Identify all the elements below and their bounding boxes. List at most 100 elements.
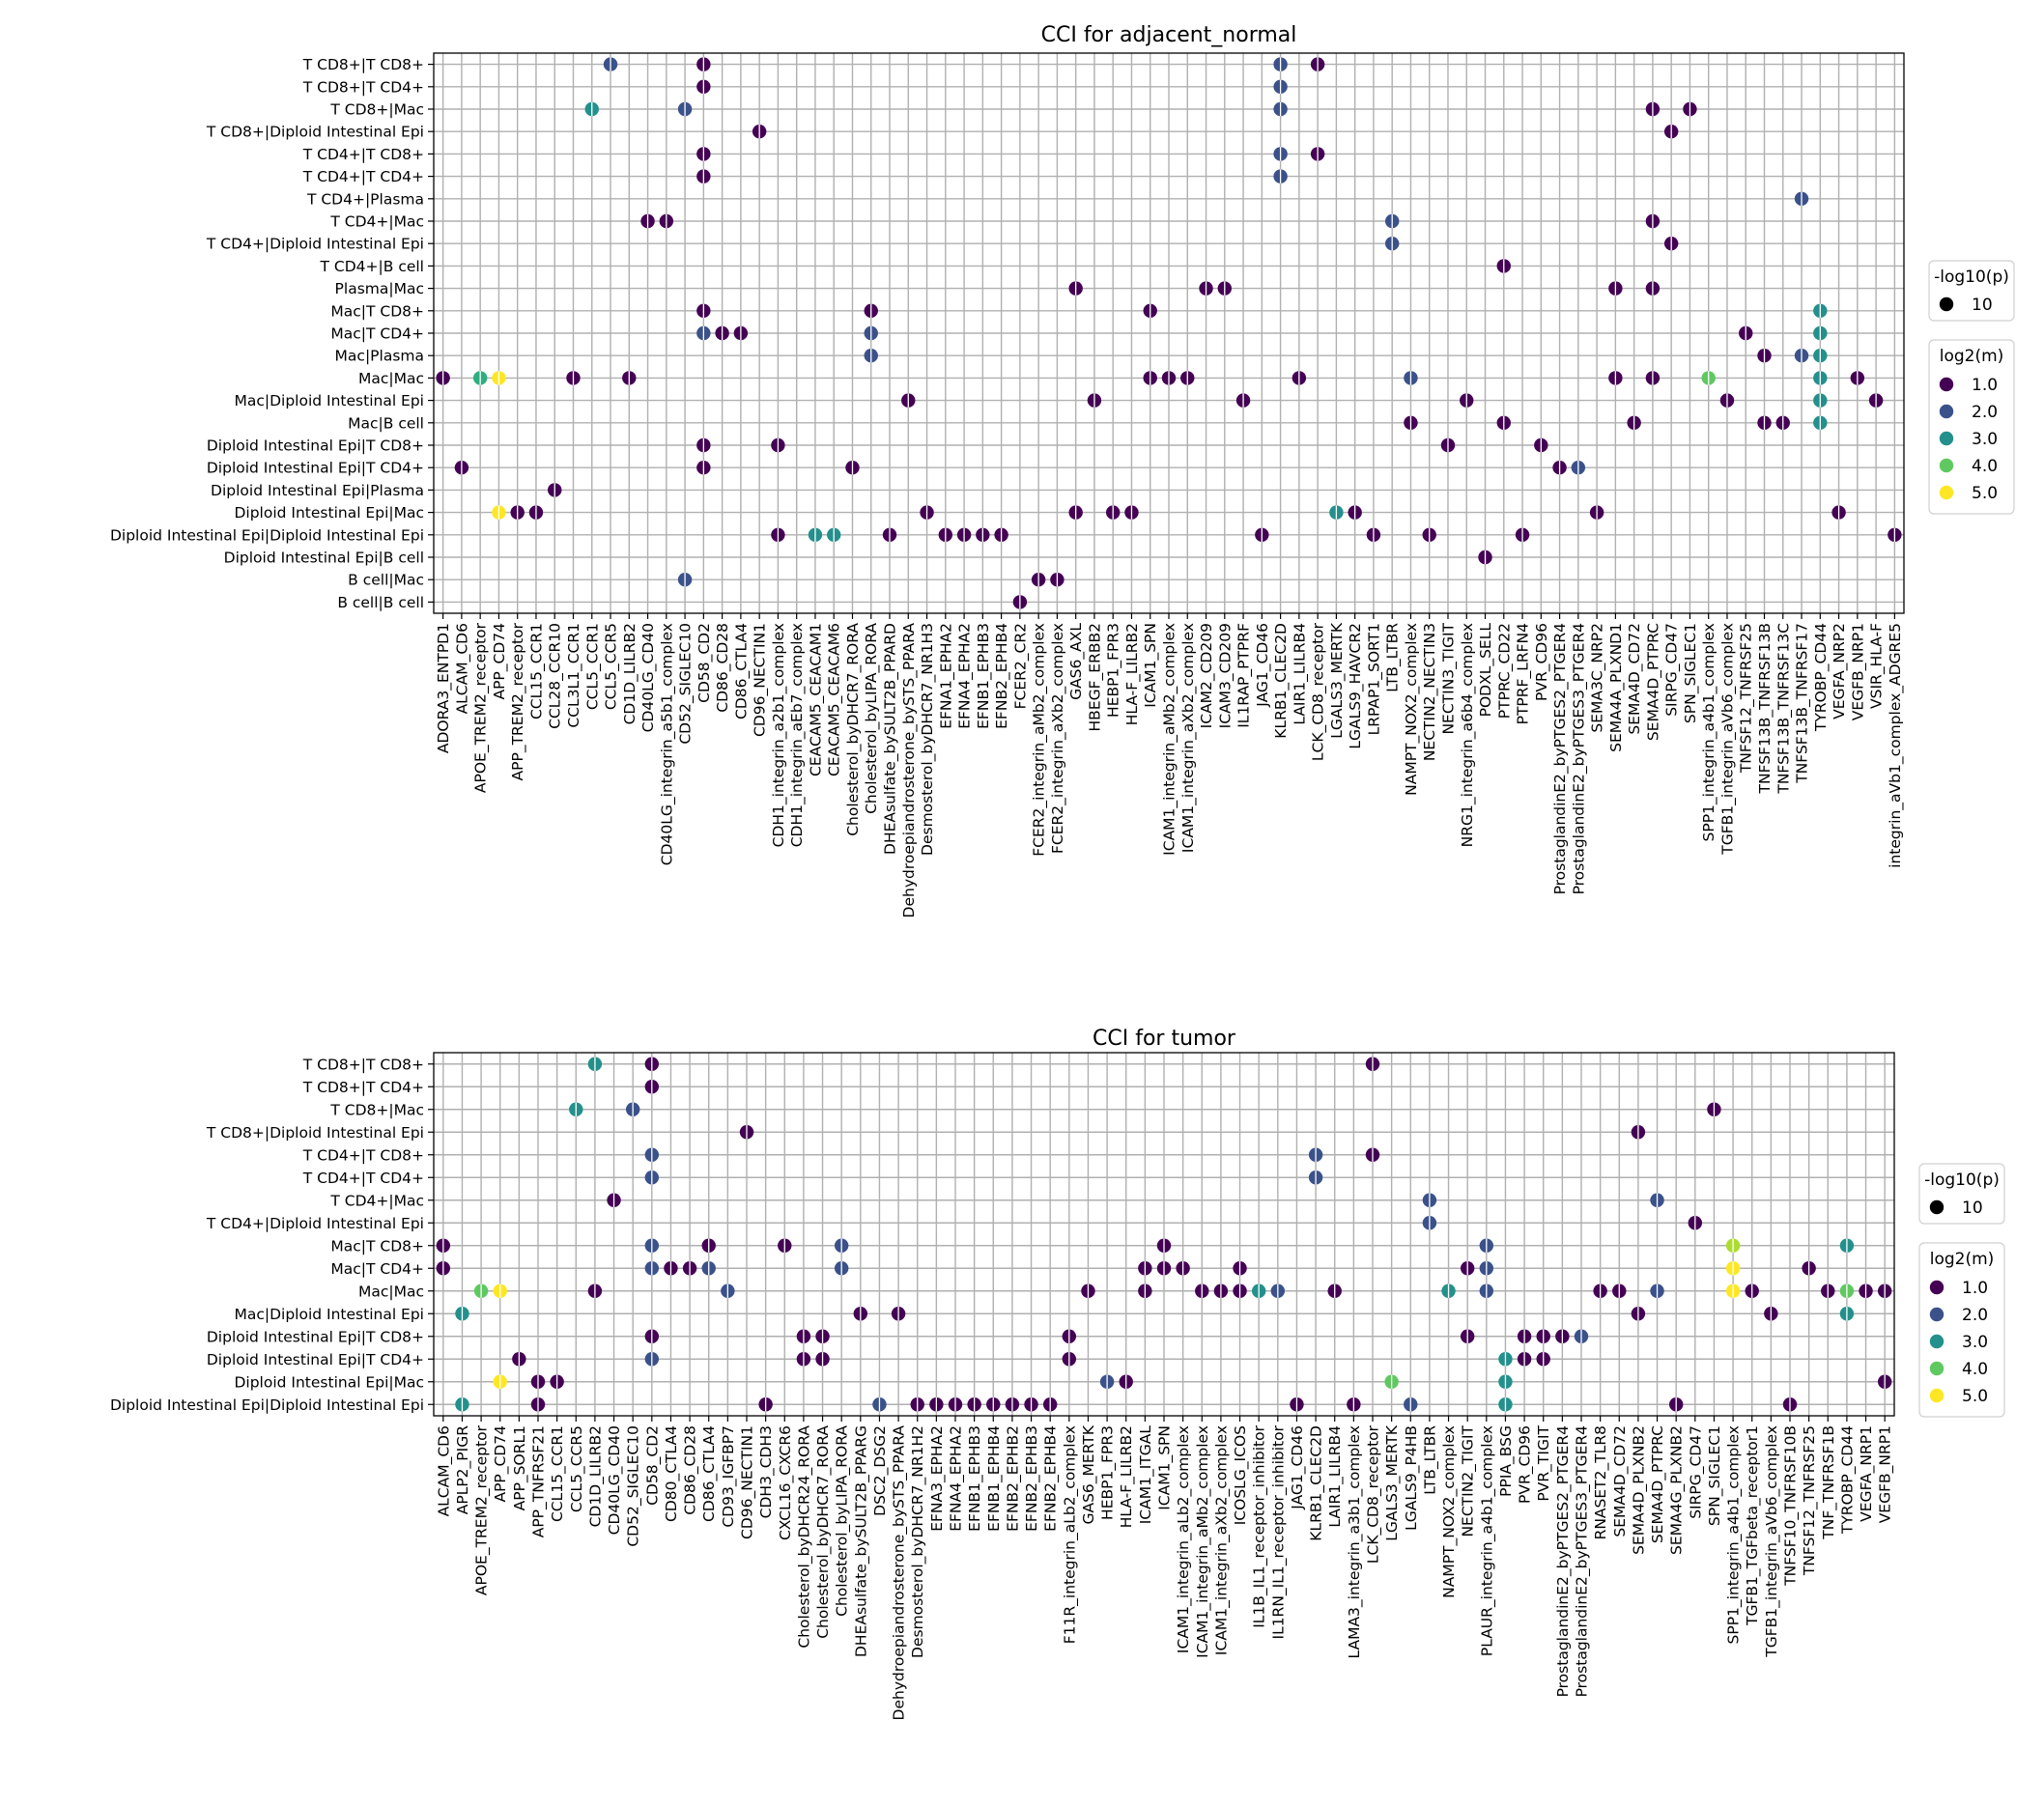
y-tick-label: Diploid Intestinal Epi|T CD4+ xyxy=(207,1351,424,1368)
y-tick-label: T CD4+|Plasma xyxy=(306,190,424,208)
x-tick-label: EFNB1_EPHB3 xyxy=(966,1425,984,1532)
legend-color-label: 4.0 xyxy=(1972,457,1998,476)
x-tick-label: SEMA4D_PLXNB2 xyxy=(1630,1425,1648,1555)
x-tick-label: ICAM3_CD209 xyxy=(1216,623,1235,728)
x-tick-label: ProstaglandinE2_byPTGES2_PTGER4 xyxy=(1554,1425,1573,1697)
x-tick-label: ProstaglandinE2_byPTGES3_PTGER4 xyxy=(1574,1425,1592,1697)
y-tick-label: T CD4+|B cell xyxy=(320,258,424,275)
x-tick-label: ProstaglandinE2_byPTGES3_PTGER4 xyxy=(1570,623,1588,894)
x-tick-label: CD1D_LILRB2 xyxy=(586,1425,605,1527)
x-tick-label: CCL15_CCR1 xyxy=(527,623,546,719)
x-tick-label: Cholesterol_byLIPA_RORA xyxy=(834,1425,852,1617)
legend-color-label: 5.0 xyxy=(1962,1387,1988,1406)
x-tick-label: LRPAP1_SORT1 xyxy=(1365,623,1383,735)
x-tick-label: ICAM2_CD209 xyxy=(1198,623,1216,728)
x-tick-label: JAG1_CD46 xyxy=(1254,623,1272,708)
x-tick-label: CD58_CD2 xyxy=(696,623,714,703)
y-tick-label: T CD8+|T CD8+ xyxy=(302,1056,424,1073)
y-tick-label: Diploid Intestinal Epi|B cell xyxy=(224,550,424,567)
x-tick-label: integrin_aVb1_complex_ADGRE5 xyxy=(1887,623,1905,868)
y-tick-label: Diploid Intestinal Epi|Plasma xyxy=(211,482,424,499)
x-tick-label: TNFSF13B_TNFRSF13B xyxy=(1756,623,1774,794)
chart-adjacent-normal: CCI for adjacent_normal T CD8+|T CD8+ T CD… xyxy=(110,23,2015,917)
x-tick-label: CDH3_CDH3 xyxy=(757,1425,776,1518)
x-tick-label: APP_TNFRSF21 xyxy=(530,1425,549,1537)
x-tick-label: CCL15_CCR1 xyxy=(549,1425,567,1522)
x-tick-label: CD40LG_integrin_a5b1_complex xyxy=(658,623,676,865)
x-tick-label: TNFSF13B_TNFRSF17 xyxy=(1794,623,1812,784)
x-tick-label: HEBP1_FPR3 xyxy=(1105,623,1123,718)
x-tick-label: CCL5_CCR5 xyxy=(603,623,621,710)
x-tick-label: SEMA4D_CD72 xyxy=(1611,1425,1630,1537)
legend-color-marker xyxy=(1929,1334,1945,1349)
y-tick-label: Mac|T CD8+ xyxy=(330,302,424,320)
y-tick-label: T CD8+|Diploid Intestinal Epi xyxy=(206,124,424,141)
data-points xyxy=(436,1057,1892,1412)
x-tick-label: TGFB1_integrin_aVb6_complex xyxy=(1763,1425,1781,1658)
y-tick-label: Mac|T CD8+ xyxy=(330,1237,424,1255)
y-tick-label: Diploid Intestinal Epi|Mac xyxy=(234,1373,424,1391)
y-tick-label: T CD8+|T CD4+ xyxy=(302,78,424,96)
x-tick-label: ICOSLG_ICOS xyxy=(1232,1425,1250,1525)
x-tick-label: ICAM1_integrin_aXb2_complex xyxy=(1212,1425,1231,1655)
x-tick-label: IL1RAP_PTPRF xyxy=(1235,623,1254,728)
x-tick-label: DHEAsulfate_bySULT2B_PPARG xyxy=(852,1425,870,1657)
x-tick-label: SPP1_integrin_a4b1_complex xyxy=(1700,623,1718,841)
x-tick-label: VEGFB_NRP1 xyxy=(1849,623,1867,720)
x-tick-label: SEMA4D_PTPRC xyxy=(1649,1425,1667,1543)
x-tick-label: TNF_TNFRSF1B xyxy=(1820,1425,1838,1540)
x-tick-label: GAS6_MERTK xyxy=(1080,1424,1098,1524)
x-tick-label: CCL28_CCR10 xyxy=(547,623,565,729)
x-tick-label: SEMA3C_NRP2 xyxy=(1589,623,1607,733)
x-tick-label: ALCAM_CD6 xyxy=(435,1425,453,1516)
x-tick-label: ICAM1_integrin_aLb2_complex xyxy=(1175,1425,1193,1653)
y-tick-label: T CD8+|Mac xyxy=(329,1101,424,1118)
legend-color-marker xyxy=(1939,377,1954,392)
legend-color-title: log2(m) xyxy=(1940,347,2004,366)
legend-size-marker xyxy=(1929,1199,1945,1215)
legend-color-marker xyxy=(1939,458,1954,473)
x-tick-label: EFNB2_EPHB4 xyxy=(993,623,1011,729)
x-tick-label: LAIR1_LILRB4 xyxy=(1326,1425,1345,1528)
legend-color-label: 2.0 xyxy=(1972,403,1998,422)
x-tick-label: APOE_TREM2_receptor xyxy=(473,1424,492,1595)
y-tick-label: T CD8+|Diploid Intestinal Epi xyxy=(206,1124,424,1142)
x-tick-label: SIRPG_CD47 xyxy=(1687,1425,1705,1519)
legend-color-marker xyxy=(1929,1361,1945,1376)
y-tick-label: T CD4+|T CD8+ xyxy=(302,146,424,163)
x-tick-label: CD86_CTLA4 xyxy=(732,623,751,719)
x-tick-label: CDH1_integrin_a2b1_complex xyxy=(770,623,788,847)
x-tick-label: APP_CD74 xyxy=(492,1425,510,1503)
y-tick-label: Mac|Diploid Intestinal Epi xyxy=(234,392,424,409)
x-tick-label: FCER2_integrin_aMb2_complex xyxy=(1031,623,1049,857)
x-tick-label: Desmosterol_byDHCR7_NR1H2 xyxy=(909,1425,927,1658)
x-tick-label: APOE_TREM2_receptor xyxy=(472,622,491,793)
x-tick-label: PVR_TIGIT xyxy=(1535,1424,1553,1501)
x-tick-label: DHEAsulfate_bySULT2B_PPARD xyxy=(882,623,900,855)
legend-color-marker xyxy=(1939,485,1954,500)
x-tick-label: ICAM1_integrin_aXb2_complex xyxy=(1179,623,1198,853)
x-tick-label: FCER2_integrin_aXb2_complex xyxy=(1049,623,1067,854)
x-tick-label: LGALS9_HAVCR2 xyxy=(1347,623,1365,749)
legend-size-title: -log10(p) xyxy=(1934,268,2009,287)
y-tick-label: Mac|Mac xyxy=(358,1283,424,1300)
y-tick-label: Mac|T CD4+ xyxy=(330,1260,424,1278)
grid xyxy=(434,1053,1894,1416)
x-tick-label: EFNB1_EPHB3 xyxy=(975,623,993,729)
x-tick-label: CD86_CTLA4 xyxy=(700,1425,719,1522)
legend-color-title: log2(m) xyxy=(1930,1250,1995,1269)
x-tick-label: SEMA4G_PLXNB2 xyxy=(1668,1425,1687,1555)
x-tick-label: LAIR1_LILRB4 xyxy=(1291,623,1309,725)
y-tick-label: Diploid Intestinal Epi|T CD8+ xyxy=(207,1328,424,1345)
x-tick-label: TGFB1_TGFbeta_receptor1 xyxy=(1744,1425,1762,1626)
legend-color-label: 1.0 xyxy=(1972,376,1998,395)
legend-color-label: 1.0 xyxy=(1962,1279,1988,1298)
x-tick-label: PVR_CD96 xyxy=(1517,1425,1535,1504)
x-tick-label: NECTIN2_NECTIN3 xyxy=(1421,623,1439,761)
x-tick-label: SEMA4A_PLXND1 xyxy=(1607,623,1626,752)
x-tick-label: HBEGF_ERBB2 xyxy=(1086,623,1104,731)
x-tick-label: TNFSF10_TNFRSF10B xyxy=(1782,1425,1801,1587)
y-tick-label: Mac|Mac xyxy=(358,370,424,387)
x-tick-label: LAMA3_integrin_a3b1_complex xyxy=(1346,1425,1364,1659)
x-tick-label: EFNA3_EPHA2 xyxy=(928,1425,947,1532)
